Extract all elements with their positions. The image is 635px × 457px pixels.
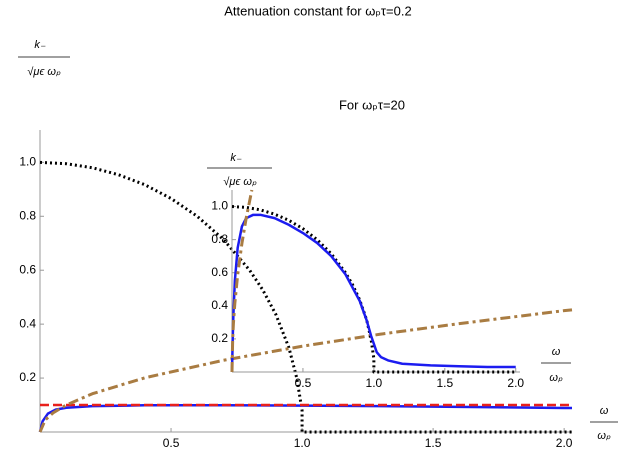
- y-tick-label: 0.2: [19, 370, 36, 384]
- y-tick-label: 0.6: [19, 262, 36, 276]
- xlabel-denominator: ωₚ: [597, 430, 611, 442]
- x-tick-label: 2.0: [507, 376, 524, 390]
- ylabel-numerator: k₋: [34, 39, 46, 51]
- curve: [38, 308, 573, 433]
- y-tick-label: 0.4: [211, 298, 228, 312]
- x-tick-label: 1.0: [294, 436, 311, 450]
- chart-title: Attenuation constant for ωₚτ=0.2: [224, 3, 411, 18]
- chart-title: For ωₚτ=20: [339, 97, 405, 112]
- y-tick-label: 0.2: [211, 331, 228, 345]
- x-tick-label: 2.0: [556, 436, 573, 450]
- x-tick-label: 1.0: [366, 376, 383, 390]
- xlabel-numerator: ω: [600, 405, 609, 417]
- curve: [38, 404, 572, 433]
- curve: [230, 213, 516, 373]
- y-tick-label: 0.8: [19, 208, 36, 222]
- x-tick-label: 0.5: [295, 376, 312, 390]
- curve: [39, 160, 572, 434]
- x-tick-label: 1.5: [436, 376, 453, 390]
- y-tick-label: 0.4: [19, 316, 36, 330]
- ylabel-denominator: √μϵ ωₚ: [223, 176, 257, 188]
- y-tick-label: 0.6: [211, 265, 228, 279]
- ylabel-numerator: k₋: [230, 152, 242, 164]
- x-tick-label: 0.5: [163, 436, 180, 450]
- ylabel-denominator: √μϵ ωₚ: [27, 66, 61, 78]
- xlabel-numerator: ω: [552, 346, 561, 358]
- y-tick-label: 1.0: [211, 199, 228, 213]
- y-tick-label: 0.8: [211, 232, 228, 246]
- y-tick-label: 1.0: [19, 155, 36, 169]
- xlabel-denominator: ωₚ: [549, 372, 563, 384]
- x-tick-label: 1.5: [425, 436, 442, 450]
- curve: [230, 189, 254, 373]
